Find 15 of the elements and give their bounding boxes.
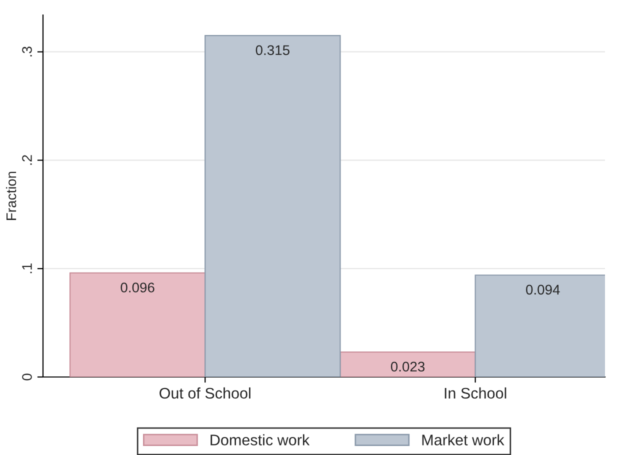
- y-axis-title: Fraction: [6, 172, 16, 220]
- legend-label: Domestic work: [210, 434, 310, 446]
- y-tick-label: .2: [22, 155, 32, 165]
- x-tick-label: In School: [444, 387, 506, 399]
- data-label: 0.023: [390, 362, 425, 372]
- y-tick-label: .1: [22, 264, 32, 274]
- bar: [69, 272, 206, 377]
- y-tick-label: .3: [22, 46, 32, 56]
- x-tick-label: Out of School: [160, 387, 250, 399]
- data-label: 0.094: [526, 284, 560, 295]
- legend-label: Market work: [422, 434, 504, 446]
- y-tick-label: 0: [22, 374, 32, 380]
- data-label: 0.096: [120, 282, 154, 292]
- bar: [340, 352, 476, 377]
- data-label: 0.315: [256, 45, 290, 56]
